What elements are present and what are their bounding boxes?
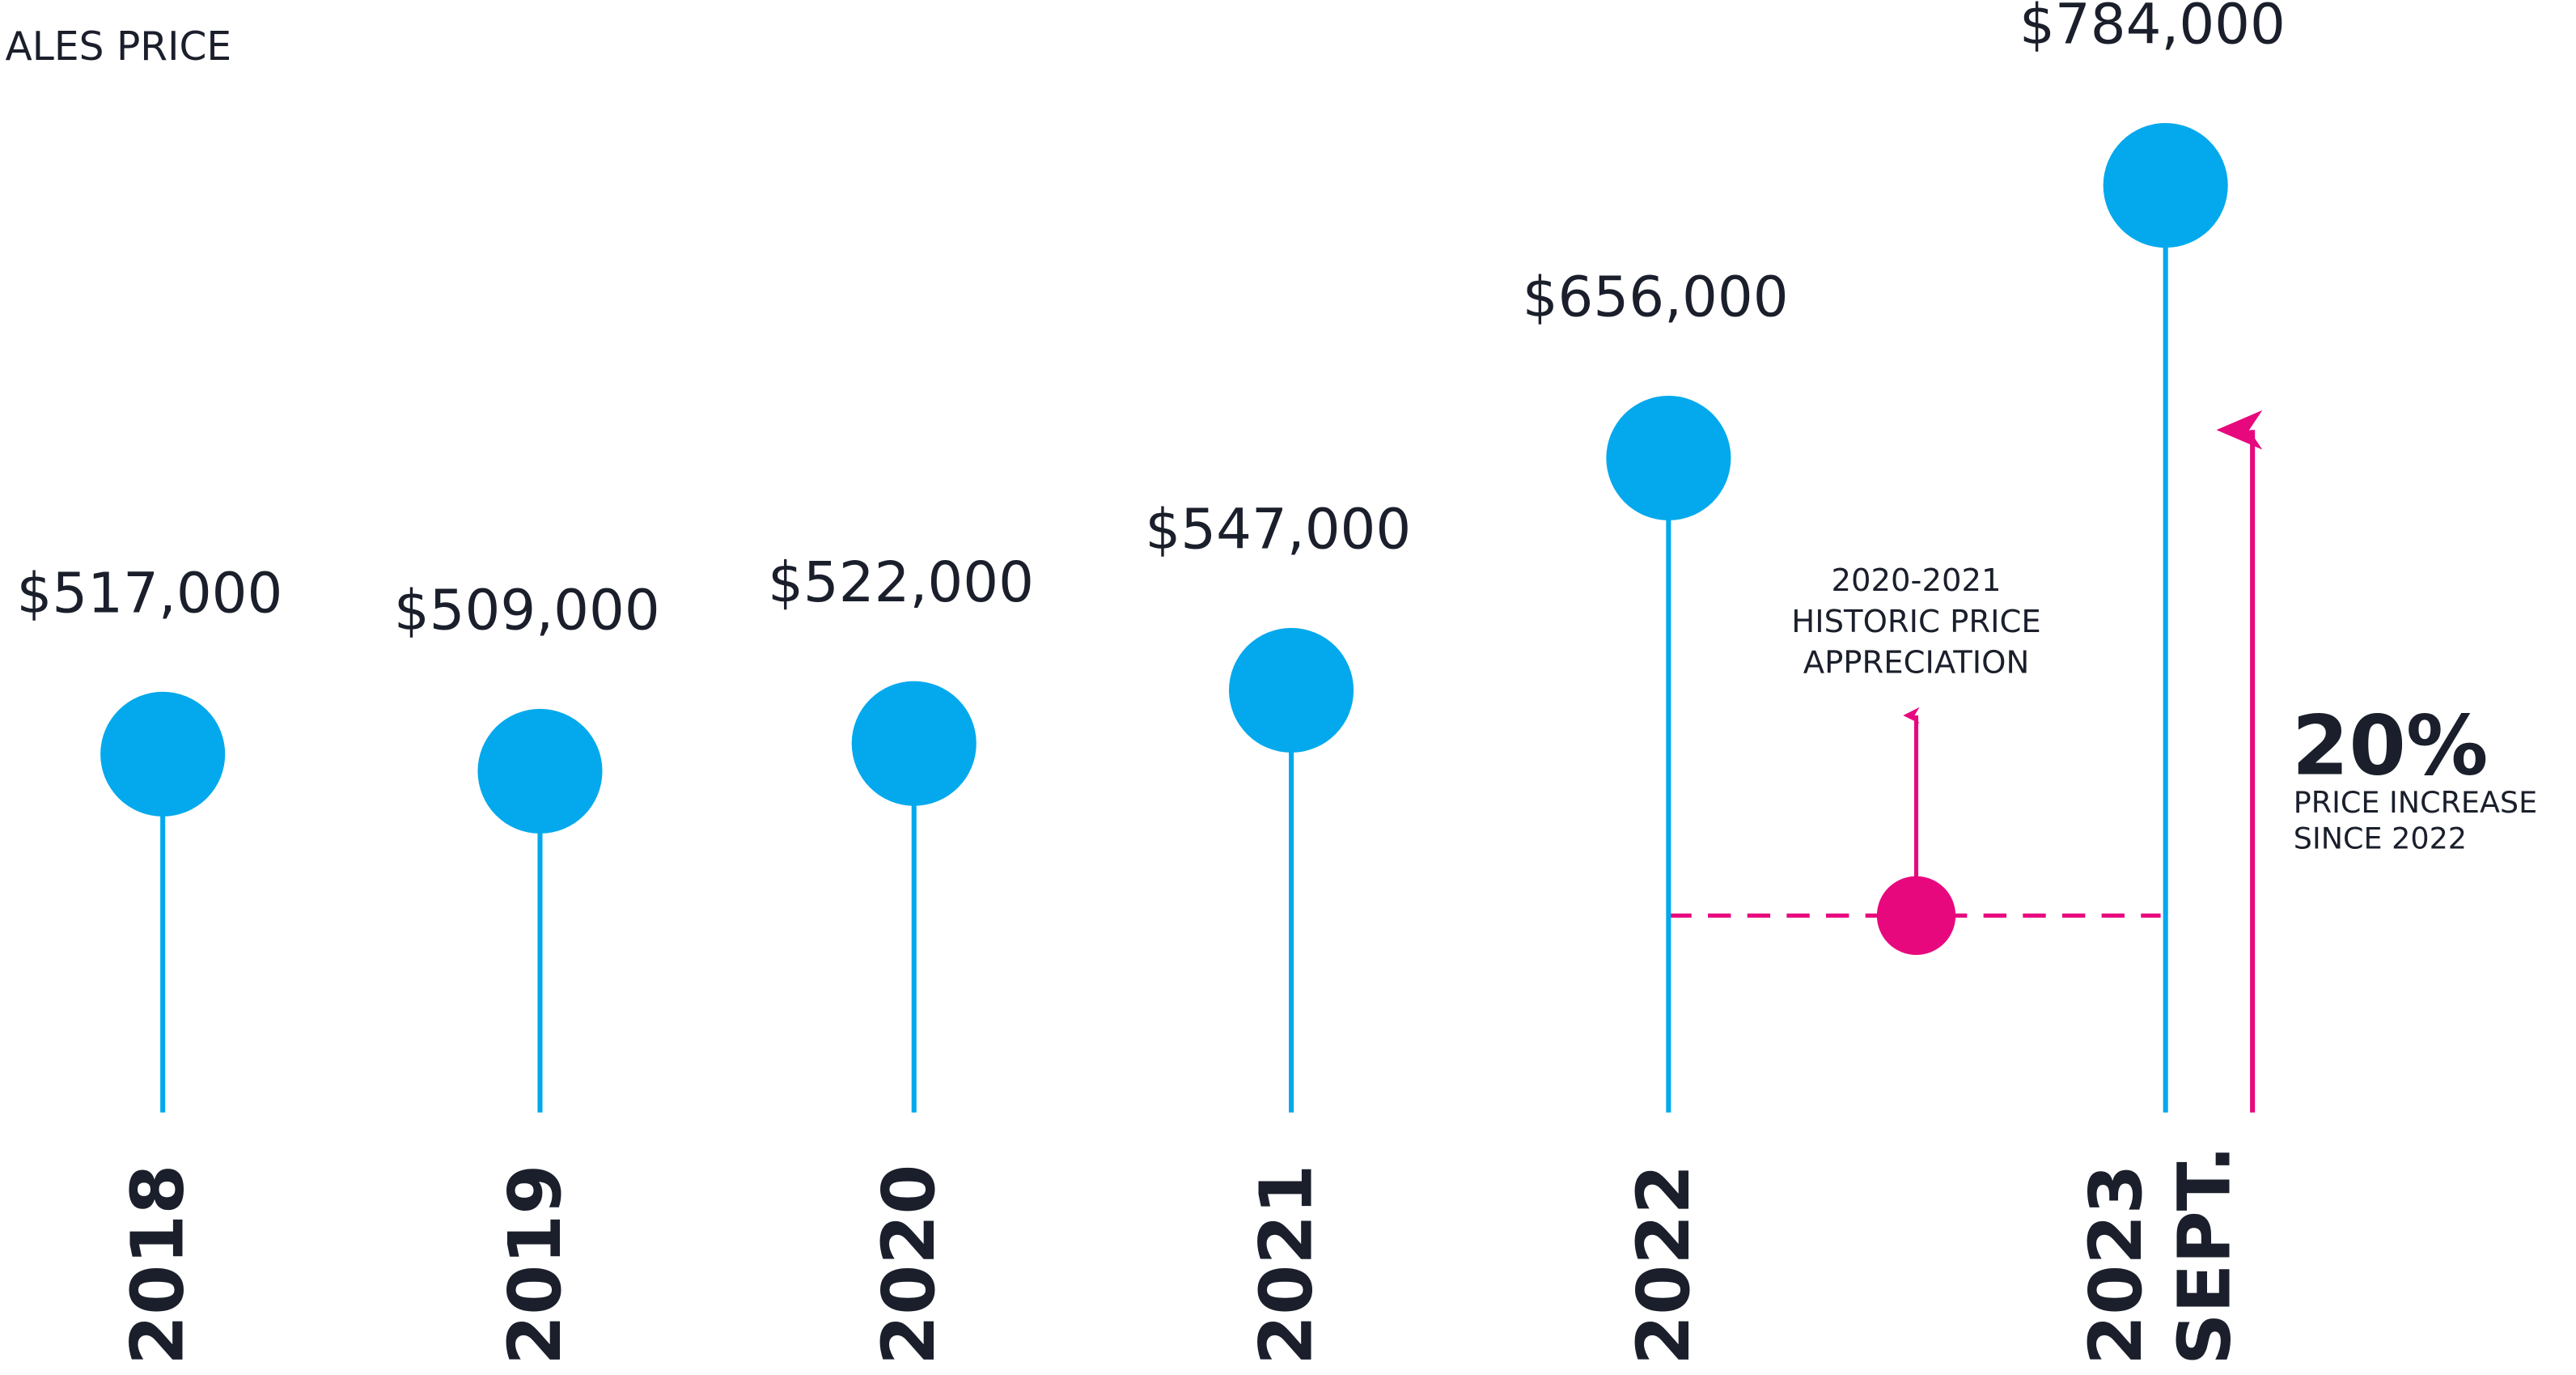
dot: [2103, 123, 2228, 248]
value-label: $517,000: [17, 561, 283, 626]
dot: [1606, 395, 1731, 521]
x-tick-label: 2019: [494, 1165, 578, 1365]
chart-title: ALES PRICE: [6, 24, 232, 70]
value-label: $656,000: [1523, 265, 1789, 329]
annotation: APPRECIATION: [1803, 645, 2030, 681]
x-tick-label: 2021: [1244, 1165, 1328, 1365]
x-tick-label: 2018: [117, 1165, 201, 1365]
dot: [477, 708, 603, 834]
value-label: $522,000: [768, 550, 1034, 615]
value-label: $784,000: [2019, 0, 2286, 57]
dot: [851, 681, 977, 806]
annotation: 2020-2021: [1832, 562, 2002, 599]
annotation: 20%: [2292, 698, 2489, 793]
value-label: $509,000: [394, 578, 660, 643]
marker-dot: [1876, 876, 1956, 955]
x-tick-label: 2022: [1622, 1165, 1706, 1365]
x-tick-label: 2023 SEPT.: [2074, 1145, 2247, 1365]
x-tick-label: 2020: [867, 1165, 951, 1365]
annotation: SINCE 2022: [2294, 821, 2467, 856]
annotation: HISTORIC PRICE: [1791, 604, 2040, 640]
value-label: $547,000: [1145, 497, 1411, 562]
annotation: PRICE INCREASE: [2294, 785, 2537, 820]
dot: [1229, 627, 1354, 753]
dot: [100, 691, 226, 817]
